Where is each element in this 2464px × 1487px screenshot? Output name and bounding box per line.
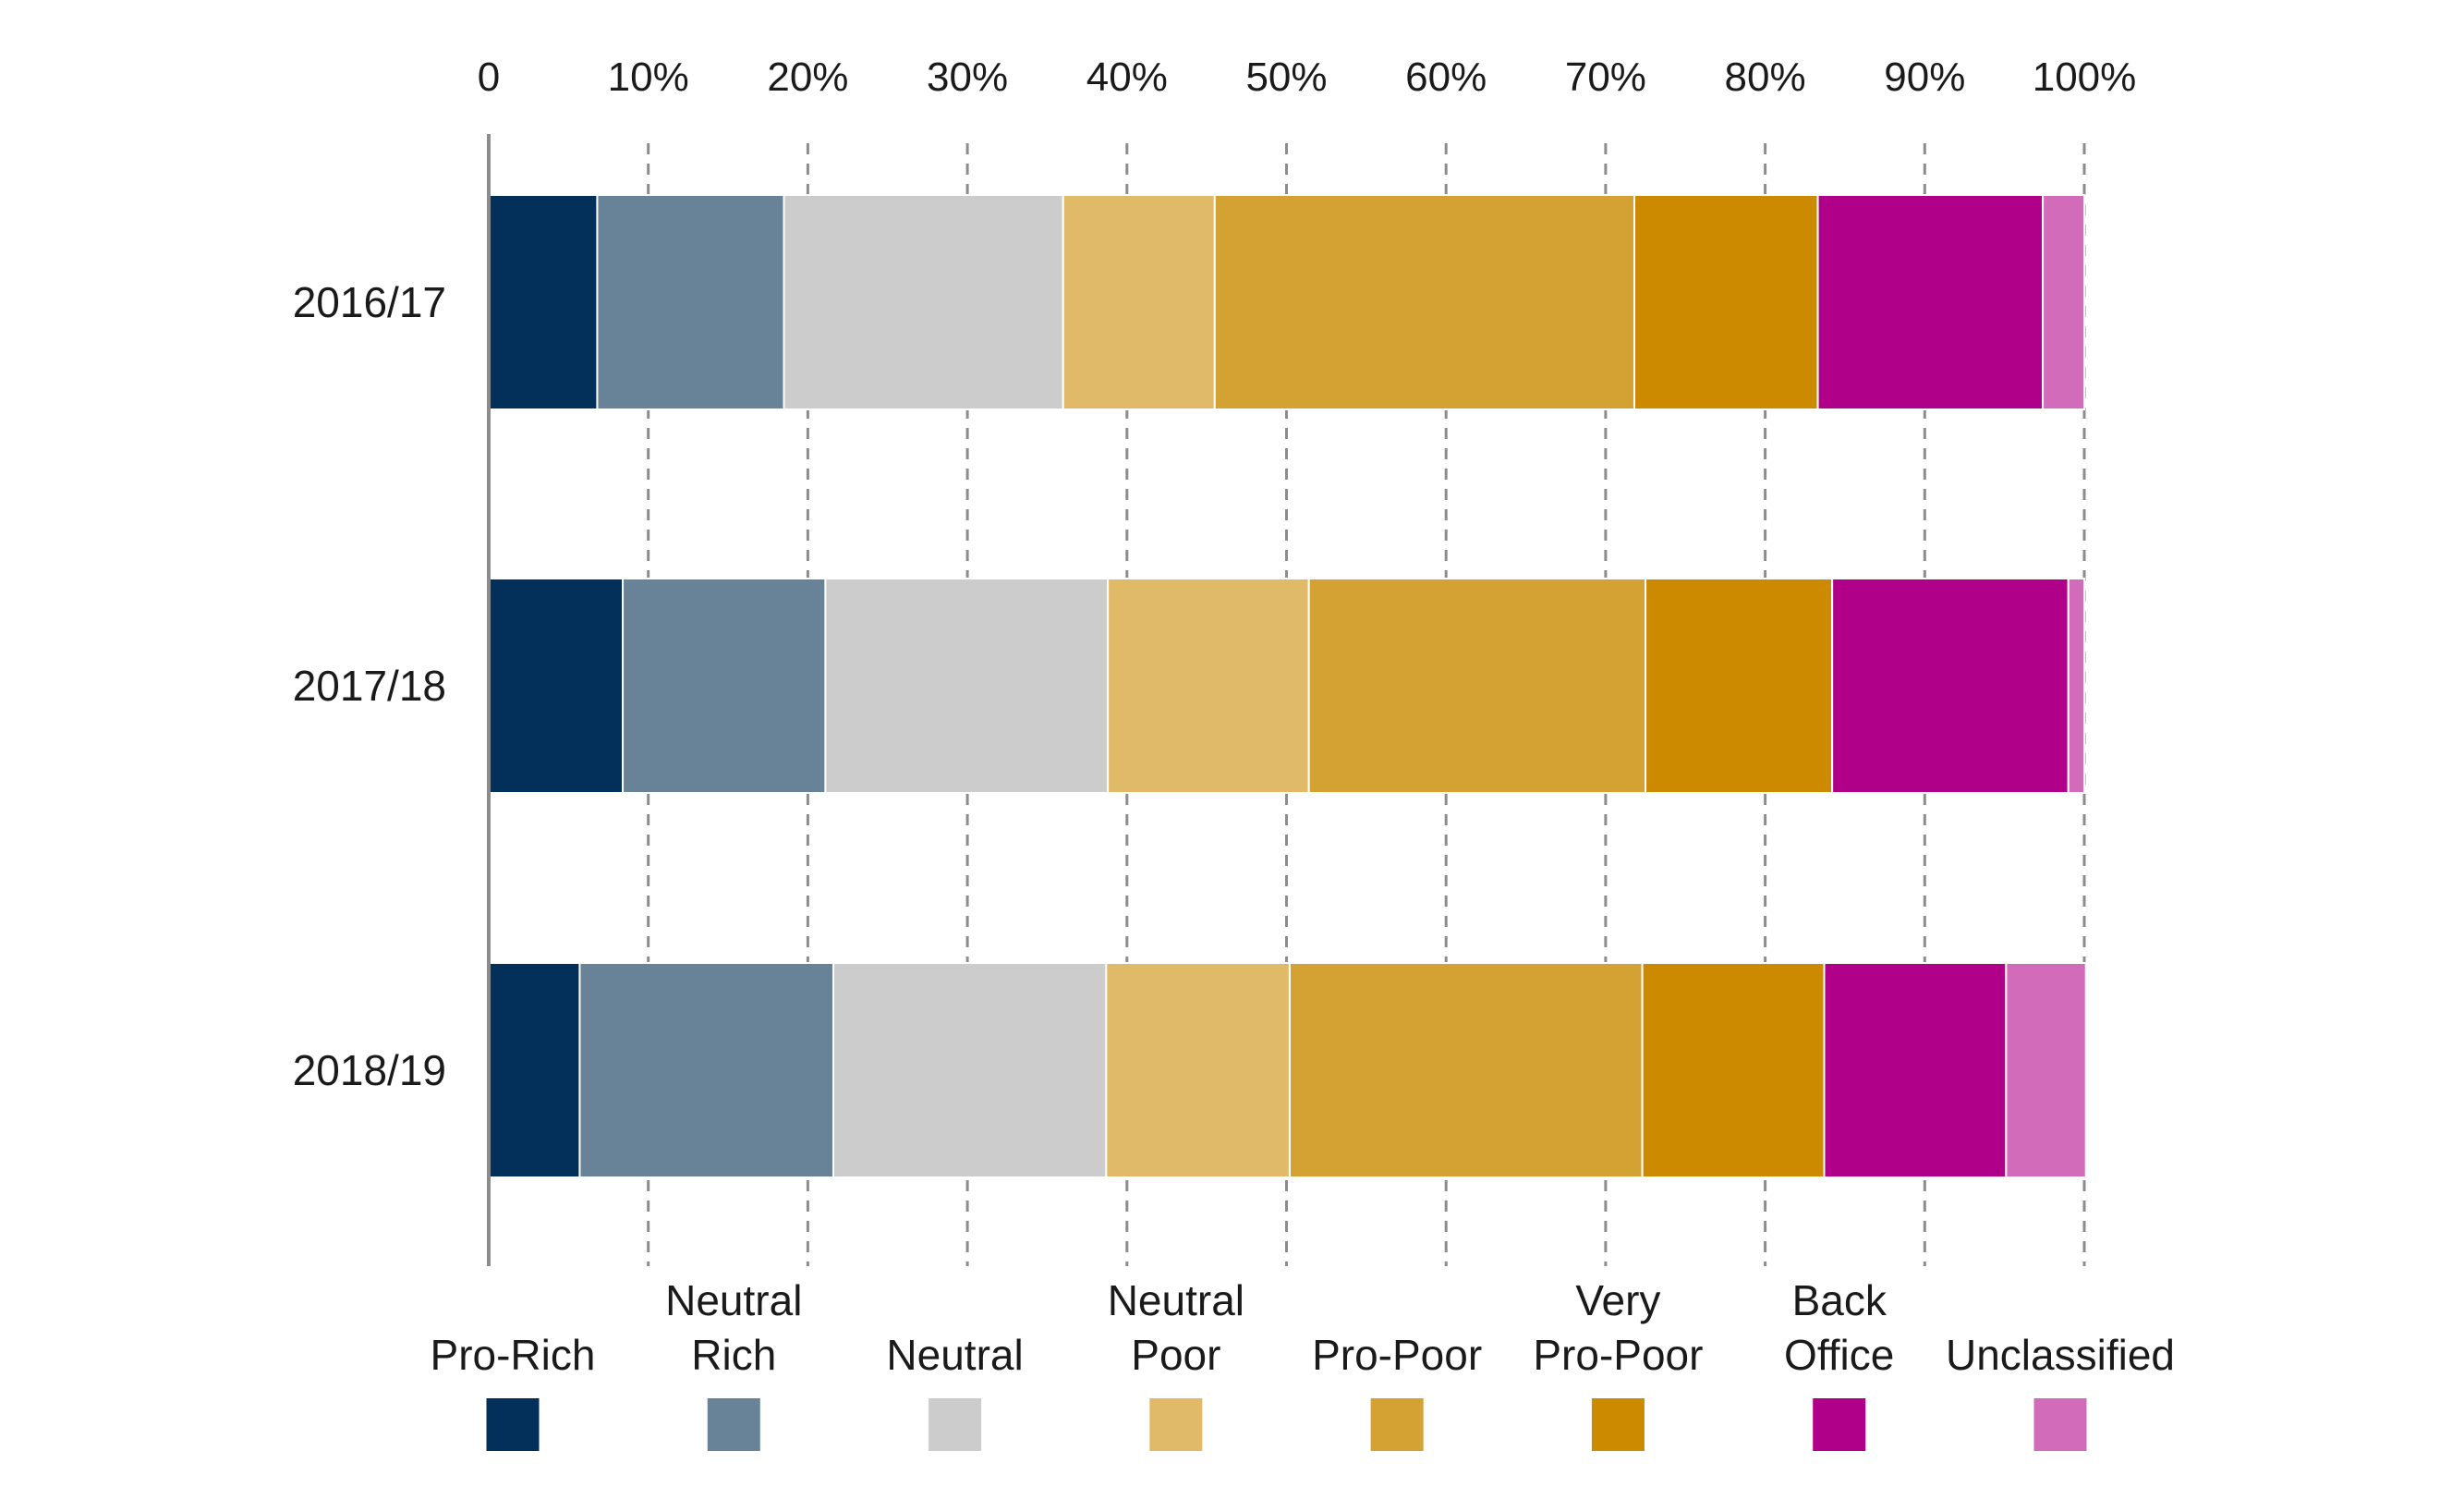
x-tick-label: 70% — [1565, 55, 1646, 100]
category-label: 2017/18 — [293, 662, 446, 710]
legend: Pro-Rich Neutral Rich Neutral Neutral Poor Pro… — [431, 1276, 2175, 1451]
legend-swatch — [1370, 1398, 1424, 1451]
x-tick-labels: 0 10% 20% 30% 40% 50% 60% 70% 80% 90% 100% — [478, 55, 2137, 100]
bar-segment-neutral — [824, 578, 1110, 794]
legend-item-neutral-rich: Neutral Rich — [665, 1276, 802, 1451]
x-tick-label: 10% — [608, 55, 689, 100]
bar-segment-pro-poor — [1307, 578, 1647, 794]
legend-swatch — [1591, 1398, 1645, 1451]
x-tick-label: 30% — [927, 55, 1008, 100]
legend-item-unclassified: Unclassified — [1946, 1331, 2175, 1451]
legend-label: Office — [1784, 1331, 1894, 1379]
bar-segment-pro-poor — [1213, 194, 1635, 410]
category-label: 2016/17 — [293, 278, 446, 326]
legend-label: Neutral — [665, 1276, 802, 1324]
x-tick-label: 90% — [1884, 55, 1965, 100]
legend-swatch — [486, 1398, 540, 1451]
bar-segment-pro-rich — [488, 578, 625, 794]
legend-item-pro-poor: Pro-Poor — [1312, 1331, 1482, 1451]
category-label: 2018/19 — [293, 1046, 446, 1094]
legend-item-very-pro-poor: Very Pro-Poor — [1533, 1276, 1703, 1451]
x-tick-label: 100% — [2033, 55, 2137, 100]
bar-segment-neutral-poor — [1105, 962, 1291, 1178]
bar-segment-pro-poor — [1288, 962, 1644, 1178]
category-labels: 2016/17 2017/18 2018/19 — [293, 278, 446, 1094]
legend-label: Neutral — [1108, 1276, 1244, 1324]
x-tick-label: 80% — [1725, 55, 1806, 100]
bar-segment-neutral-poor — [1107, 578, 1310, 794]
legend-item-pro-rich: Pro-Rich — [431, 1331, 596, 1451]
legend-label: Very — [1575, 1276, 1660, 1324]
bar-segment-neutral-poor — [1062, 194, 1216, 410]
x-tick-label: 60% — [1405, 55, 1487, 100]
legend-swatch — [707, 1398, 760, 1451]
legend-label: Back — [1792, 1276, 1887, 1324]
legend-label: Poor — [1131, 1331, 1220, 1379]
legend-item-neutral: Neutral — [886, 1331, 1024, 1451]
bar-segment-very-pro-poor — [1645, 578, 1834, 794]
legend-swatch — [2033, 1398, 2087, 1451]
x-tick-label: 40% — [1086, 55, 1168, 100]
bar-segment-neutral-rich — [596, 194, 785, 410]
bar-segment-pro-rich — [488, 962, 581, 1178]
x-tick-label: 50% — [1245, 55, 1327, 100]
bar-segment-back-office — [1831, 578, 2070, 794]
legend-label: Pro-Poor — [1533, 1331, 1703, 1379]
legend-label: Neutral — [886, 1331, 1023, 1379]
bar-segment-unclassified — [2005, 962, 2087, 1178]
bar-segment-very-pro-poor — [1641, 962, 1826, 1178]
legend-label: Unclassified — [1946, 1331, 2175, 1379]
legend-swatch — [929, 1398, 982, 1451]
legend-swatch — [1149, 1398, 1203, 1451]
legend-label: Rich — [691, 1331, 776, 1379]
bar-segment-back-office — [1816, 194, 2045, 410]
x-tick-label: 0 — [478, 55, 500, 100]
legend-label: Pro-Rich — [431, 1331, 596, 1379]
bar-segment-unclassified — [2067, 578, 2085, 794]
legend-swatch — [1813, 1398, 1866, 1451]
bar-segment-unclassified — [2042, 194, 2085, 410]
bar-segment-neutral — [783, 194, 1064, 410]
x-tick-label: 20% — [767, 55, 848, 100]
bar-segment-neutral-rich — [578, 962, 835, 1178]
bars-layer — [488, 194, 2087, 1178]
bar-segment-neutral — [832, 962, 1108, 1178]
bar-segment-back-office — [1823, 962, 2008, 1178]
bar-segment-neutral-rich — [622, 578, 827, 794]
legend-item-neutral-poor: Neutral Poor — [1108, 1276, 1244, 1451]
bar-segment-pro-rich — [488, 194, 599, 410]
legend-item-back-office: Back Office — [1784, 1276, 1894, 1451]
legend-label: Pro-Poor — [1312, 1331, 1482, 1379]
bar-segment-very-pro-poor — [1633, 194, 1819, 410]
